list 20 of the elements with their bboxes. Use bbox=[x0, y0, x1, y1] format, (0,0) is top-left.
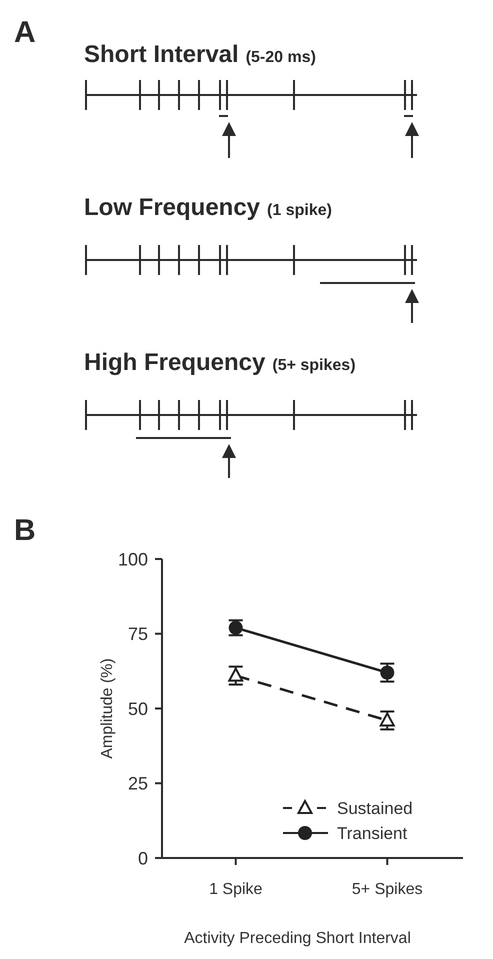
text: (5-20 ms) bbox=[246, 49, 316, 66]
text: Short Interval bbox=[84, 41, 239, 68]
chart-title: B bbox=[14, 514, 36, 547]
x-tick-label: 5+ Spikes bbox=[352, 881, 423, 898]
x-tick-label: 1 Spike bbox=[209, 881, 263, 898]
y-tick-label: 100 bbox=[118, 549, 148, 570]
legend-label: Transient bbox=[337, 824, 408, 843]
text: High Frequency bbox=[84, 349, 266, 376]
x-axis-title: Activity Preceding Short Interval bbox=[184, 930, 411, 947]
point bbox=[380, 666, 394, 680]
y-tick-label: 0 bbox=[138, 848, 148, 868]
text: Low Frequency bbox=[84, 194, 261, 221]
legend-label: Sustained bbox=[337, 798, 413, 818]
text: (1 spike) bbox=[267, 202, 332, 219]
y-tick-label: 50 bbox=[128, 698, 148, 719]
y-tick-label: 25 bbox=[128, 774, 148, 794]
text: A bbox=[14, 16, 36, 49]
y-axis-title: Amplitude (%) bbox=[99, 658, 116, 759]
y-tick-label: 75 bbox=[128, 624, 148, 644]
text: (5+ spikes) bbox=[272, 357, 356, 374]
